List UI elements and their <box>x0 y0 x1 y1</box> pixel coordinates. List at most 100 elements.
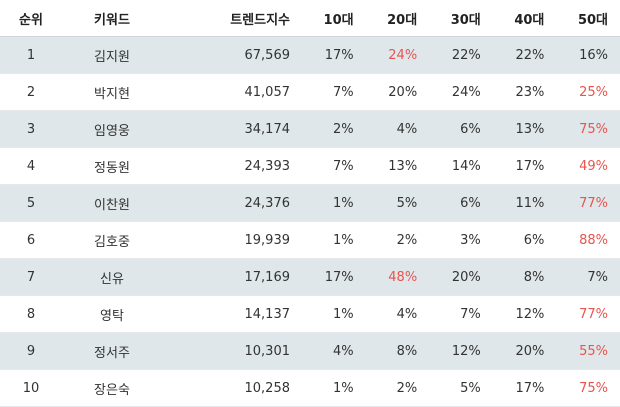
cell-age-30: 5% <box>429 369 493 407</box>
cell-age-50: 25% <box>556 73 620 111</box>
cell-age-20: 4% <box>365 295 430 333</box>
cell-keyword: 이찬원 <box>62 184 162 222</box>
cell-age-40: 22% <box>492 36 557 74</box>
cell-age-30: 6% <box>429 110 493 148</box>
header-rank: 순위 <box>0 0 62 37</box>
cell-age-20: 8% <box>365 332 430 370</box>
header-age-30: 30대 <box>429 0 493 37</box>
cell-trend-index: 24,393 <box>162 147 302 185</box>
cell-age-10: 1% <box>302 221 366 259</box>
cell-age-10: 4% <box>302 332 366 370</box>
cell-rank: 4 <box>0 147 62 185</box>
table-row: 10 장은숙 10,258 1% 2% 5% 17% 75% <box>0 369 620 407</box>
cell-trend-index: 10,258 <box>162 369 302 407</box>
cell-age-10: 1% <box>302 295 366 333</box>
cell-age-30: 7% <box>429 295 493 333</box>
cell-age-50: 77% <box>556 184 620 222</box>
table-row: 7 신유 17,169 17% 48% 20% 8% 7% <box>0 258 620 296</box>
cell-rank: 8 <box>0 295 62 333</box>
cell-age-40: 17% <box>492 369 557 407</box>
cell-age-20: 13% <box>365 147 430 185</box>
cell-trend-index: 24,376 <box>162 184 302 222</box>
header-keyword: 키워드 <box>62 0 162 37</box>
cell-rank: 1 <box>0 36 62 74</box>
cell-age-30: 3% <box>429 221 493 259</box>
cell-keyword: 김지원 <box>62 36 162 74</box>
cell-age-40: 13% <box>492 110 557 148</box>
cell-age-20: 5% <box>365 184 430 222</box>
cell-keyword: 김호중 <box>62 221 162 259</box>
cell-keyword: 정동원 <box>62 147 162 185</box>
cell-age-20: 20% <box>365 73 430 111</box>
cell-rank: 5 <box>0 184 62 222</box>
cell-keyword: 영탁 <box>62 295 162 333</box>
cell-age-10: 17% <box>302 36 366 74</box>
header-age-50: 50대 <box>556 0 620 37</box>
cell-age-50: 49% <box>556 147 620 185</box>
cell-age-20: 48% <box>365 258 430 296</box>
cell-age-50: 55% <box>556 332 620 370</box>
cell-age-30: 12% <box>429 332 493 370</box>
cell-age-20: 2% <box>365 369 430 407</box>
cell-keyword: 신유 <box>62 258 162 296</box>
cell-age-20: 2% <box>365 221 430 259</box>
table-row: 4 정동원 24,393 7% 13% 14% 17% 49% <box>0 147 620 185</box>
cell-rank: 2 <box>0 73 62 111</box>
cell-rank: 9 <box>0 332 62 370</box>
table-row: 9 정서주 10,301 4% 8% 12% 20% 55% <box>0 332 620 370</box>
cell-trend-index: 17,169 <box>162 258 302 296</box>
cell-age-40: 8% <box>492 258 557 296</box>
table-row: 6 김호중 19,939 1% 2% 3% 6% 88% <box>0 221 620 259</box>
cell-rank: 7 <box>0 258 62 296</box>
cell-keyword: 장은숙 <box>62 369 162 407</box>
cell-age-50: 88% <box>556 221 620 259</box>
header-age-40: 40대 <box>492 0 557 37</box>
header-age-10: 10대 <box>302 0 366 37</box>
cell-trend-index: 41,057 <box>162 73 302 111</box>
header-trend-index: 트렌드지수 <box>162 0 302 37</box>
cell-age-40: 20% <box>492 332 557 370</box>
cell-trend-index: 19,939 <box>162 221 302 259</box>
cell-age-10: 7% <box>302 147 366 185</box>
cell-rank: 3 <box>0 110 62 148</box>
cell-keyword: 임영웅 <box>62 110 162 148</box>
table-row: 8 영탁 14,137 1% 4% 7% 12% 77% <box>0 295 620 333</box>
cell-keyword: 정서주 <box>62 332 162 370</box>
cell-age-10: 17% <box>302 258 366 296</box>
table-row: 1 김지원 67,569 17% 24% 22% 22% 16% <box>0 36 620 74</box>
cell-age-30: 24% <box>429 73 493 111</box>
table-header-row: 순위 키워드 트렌드지수 10대 20대 30대 40대 50대 <box>0 0 620 37</box>
cell-age-40: 12% <box>492 295 557 333</box>
cell-trend-index: 34,174 <box>162 110 302 148</box>
cell-age-10: 2% <box>302 110 366 148</box>
cell-age-50: 75% <box>556 110 620 148</box>
cell-age-20: 24% <box>365 36 430 74</box>
cell-age-20: 4% <box>365 110 430 148</box>
header-age-20: 20대 <box>365 0 430 37</box>
cell-age-10: 7% <box>302 73 366 111</box>
cell-age-50: 16% <box>556 36 620 74</box>
cell-age-30: 22% <box>429 36 493 74</box>
cell-age-10: 1% <box>302 369 366 407</box>
cell-rank: 6 <box>0 221 62 259</box>
table-row: 2 박지현 41,057 7% 20% 24% 23% 25% <box>0 73 620 111</box>
cell-age-50: 75% <box>556 369 620 407</box>
cell-rank: 10 <box>0 369 62 407</box>
table-row: 3 임영웅 34,174 2% 4% 6% 13% 75% <box>0 110 620 148</box>
cell-trend-index: 67,569 <box>162 36 302 74</box>
cell-age-30: 14% <box>429 147 493 185</box>
cell-age-10: 1% <box>302 184 366 222</box>
cell-age-50: 77% <box>556 295 620 333</box>
cell-age-30: 6% <box>429 184 493 222</box>
cell-age-40: 11% <box>492 184 557 222</box>
cell-age-40: 23% <box>492 73 557 111</box>
cell-age-30: 20% <box>429 258 493 296</box>
cell-keyword: 박지현 <box>62 73 162 111</box>
cell-age-40: 17% <box>492 147 557 185</box>
cell-trend-index: 10,301 <box>162 332 302 370</box>
table-row: 5 이찬원 24,376 1% 5% 6% 11% 77% <box>0 184 620 222</box>
cell-age-50: 7% <box>556 258 620 296</box>
cell-trend-index: 14,137 <box>162 295 302 333</box>
cell-age-40: 6% <box>492 221 557 259</box>
